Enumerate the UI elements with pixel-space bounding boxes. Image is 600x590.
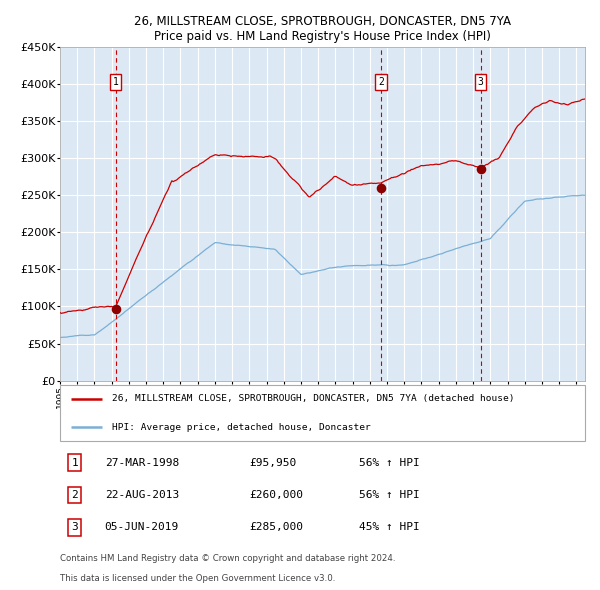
Point [476, 165, 485, 174]
Text: Contains HM Land Registry data © Crown copyright and database right 2024.: Contains HM Land Registry data © Crown c… [60, 553, 395, 563]
Point [111, 305, 121, 314]
Text: 3: 3 [478, 77, 484, 87]
Point [376, 183, 386, 193]
FancyBboxPatch shape [60, 385, 585, 441]
Text: HPI: Average price, detached house, Doncaster: HPI: Average price, detached house, Donc… [113, 422, 371, 432]
Title: 26, MILLSTREAM CLOSE, SPROTBROUGH, DONCASTER, DN5 7YA
Price paid vs. HM Land Reg: 26, MILLSTREAM CLOSE, SPROTBROUGH, DONCA… [134, 15, 511, 43]
Text: 05-JUN-2019: 05-JUN-2019 [104, 523, 179, 533]
Text: 3: 3 [71, 523, 78, 533]
Text: £285,000: £285,000 [249, 523, 303, 533]
Text: £95,950: £95,950 [249, 457, 296, 467]
Text: 2: 2 [378, 77, 384, 87]
Text: 2: 2 [71, 490, 78, 500]
Text: This data is licensed under the Open Government Licence v3.0.: This data is licensed under the Open Gov… [60, 573, 335, 583]
Text: 1: 1 [71, 457, 78, 467]
Text: 56% ↑ HPI: 56% ↑ HPI [359, 490, 420, 500]
Text: 27-MAR-1998: 27-MAR-1998 [104, 457, 179, 467]
Text: 26, MILLSTREAM CLOSE, SPROTBROUGH, DONCASTER, DN5 7YA (detached house): 26, MILLSTREAM CLOSE, SPROTBROUGH, DONCA… [113, 394, 515, 404]
Text: 22-AUG-2013: 22-AUG-2013 [104, 490, 179, 500]
Text: 45% ↑ HPI: 45% ↑ HPI [359, 523, 420, 533]
Text: £260,000: £260,000 [249, 490, 303, 500]
Text: 56% ↑ HPI: 56% ↑ HPI [359, 457, 420, 467]
Text: 1: 1 [113, 77, 119, 87]
